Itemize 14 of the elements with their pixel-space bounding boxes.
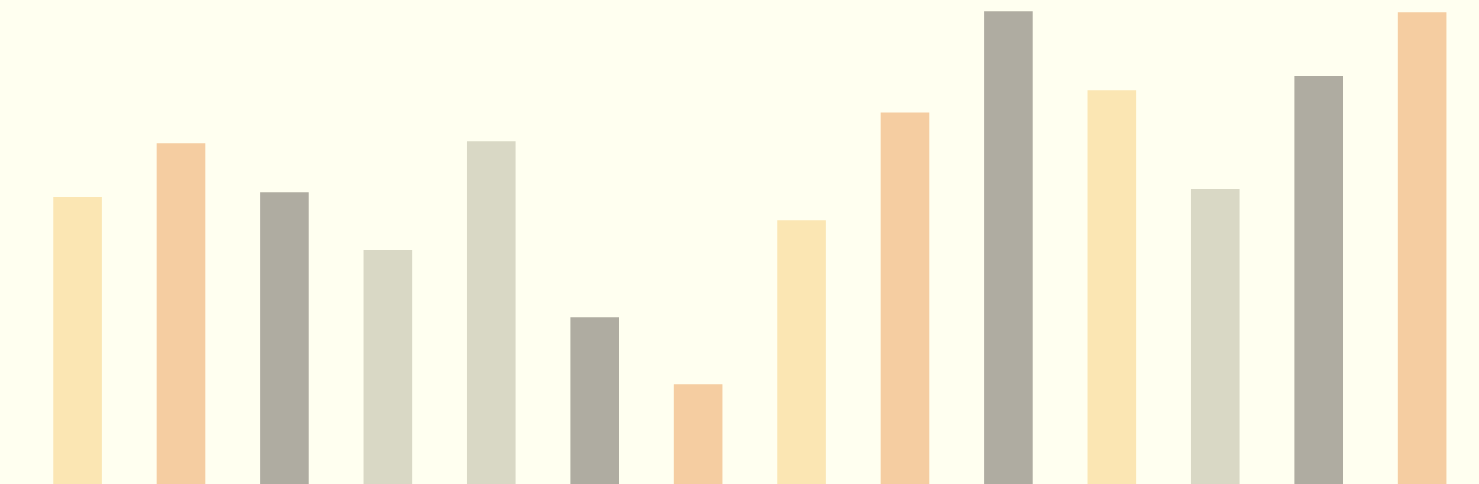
bar <box>1397 12 1447 484</box>
bar <box>1190 189 1240 484</box>
bar <box>53 197 102 484</box>
bar <box>260 192 309 484</box>
bar <box>1087 90 1137 484</box>
bar <box>880 112 930 484</box>
bar <box>363 250 413 484</box>
bar <box>673 384 723 484</box>
bar <box>466 141 516 484</box>
bar <box>570 317 620 484</box>
bar <box>156 143 206 484</box>
bar <box>984 11 1033 484</box>
bar <box>777 220 826 484</box>
bar <box>1294 76 1343 484</box>
